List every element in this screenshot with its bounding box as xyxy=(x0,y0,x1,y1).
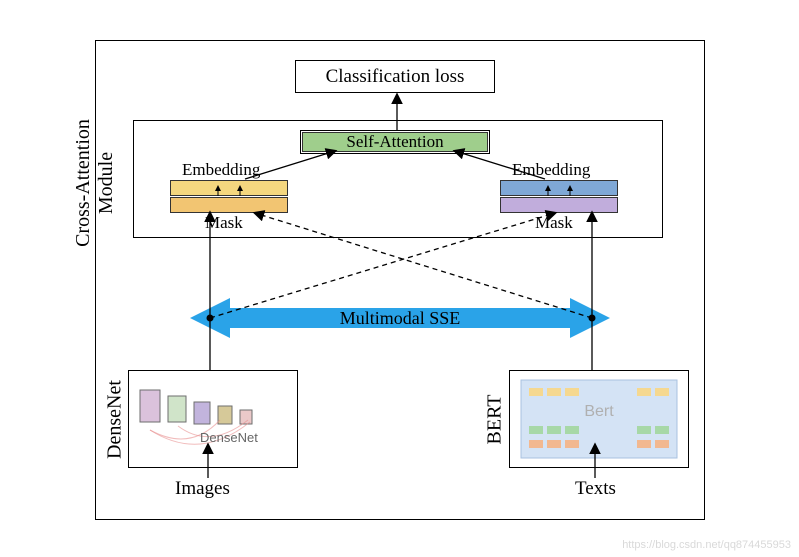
images-label: Images xyxy=(175,478,230,500)
mask-left-label: Mask xyxy=(205,213,243,233)
densenet-illustration: DenseNet xyxy=(128,370,298,468)
self-attention-box: Self-Attention xyxy=(300,130,490,154)
right-embed-bar-top xyxy=(500,180,618,196)
densenet-box: DenseNet xyxy=(128,370,298,468)
watermark: https://blog.csdn.net/qq874455953 xyxy=(622,539,791,551)
cross-attention-module-vlabel: Cross-Attention Module xyxy=(72,113,118,253)
bert-vlabel: BERT xyxy=(484,380,507,460)
embedding-left-label: Embedding xyxy=(182,160,260,180)
multimodal-sse-arrow: Multimodal SSE xyxy=(190,298,610,338)
classification-loss-box: Classification loss xyxy=(295,60,495,93)
right-embed-bar-bottom xyxy=(500,197,618,213)
self-attention-label: Self-Attention xyxy=(346,132,443,152)
bert-box: Bert xyxy=(509,370,689,468)
multimodal-sse-label: Multimodal SSE xyxy=(340,308,461,328)
densenet-inner-label: DenseNet xyxy=(200,430,258,445)
bert-illustration: Bert xyxy=(509,370,689,468)
mask-right-label: Mask xyxy=(535,213,573,233)
densenet-vlabel: DenseNet xyxy=(104,375,127,465)
left-embed-bar-top xyxy=(170,180,288,196)
texts-label: Texts xyxy=(575,478,616,500)
left-embed-bar-bottom xyxy=(170,197,288,213)
left-embedding-block: Embedding Mask xyxy=(170,160,290,230)
bert-inner-label: Bert xyxy=(584,403,614,420)
right-embedding-block: Embedding Mask xyxy=(500,160,620,230)
classification-loss-label: Classification loss xyxy=(326,66,465,88)
embedding-right-label: Embedding xyxy=(512,160,590,180)
